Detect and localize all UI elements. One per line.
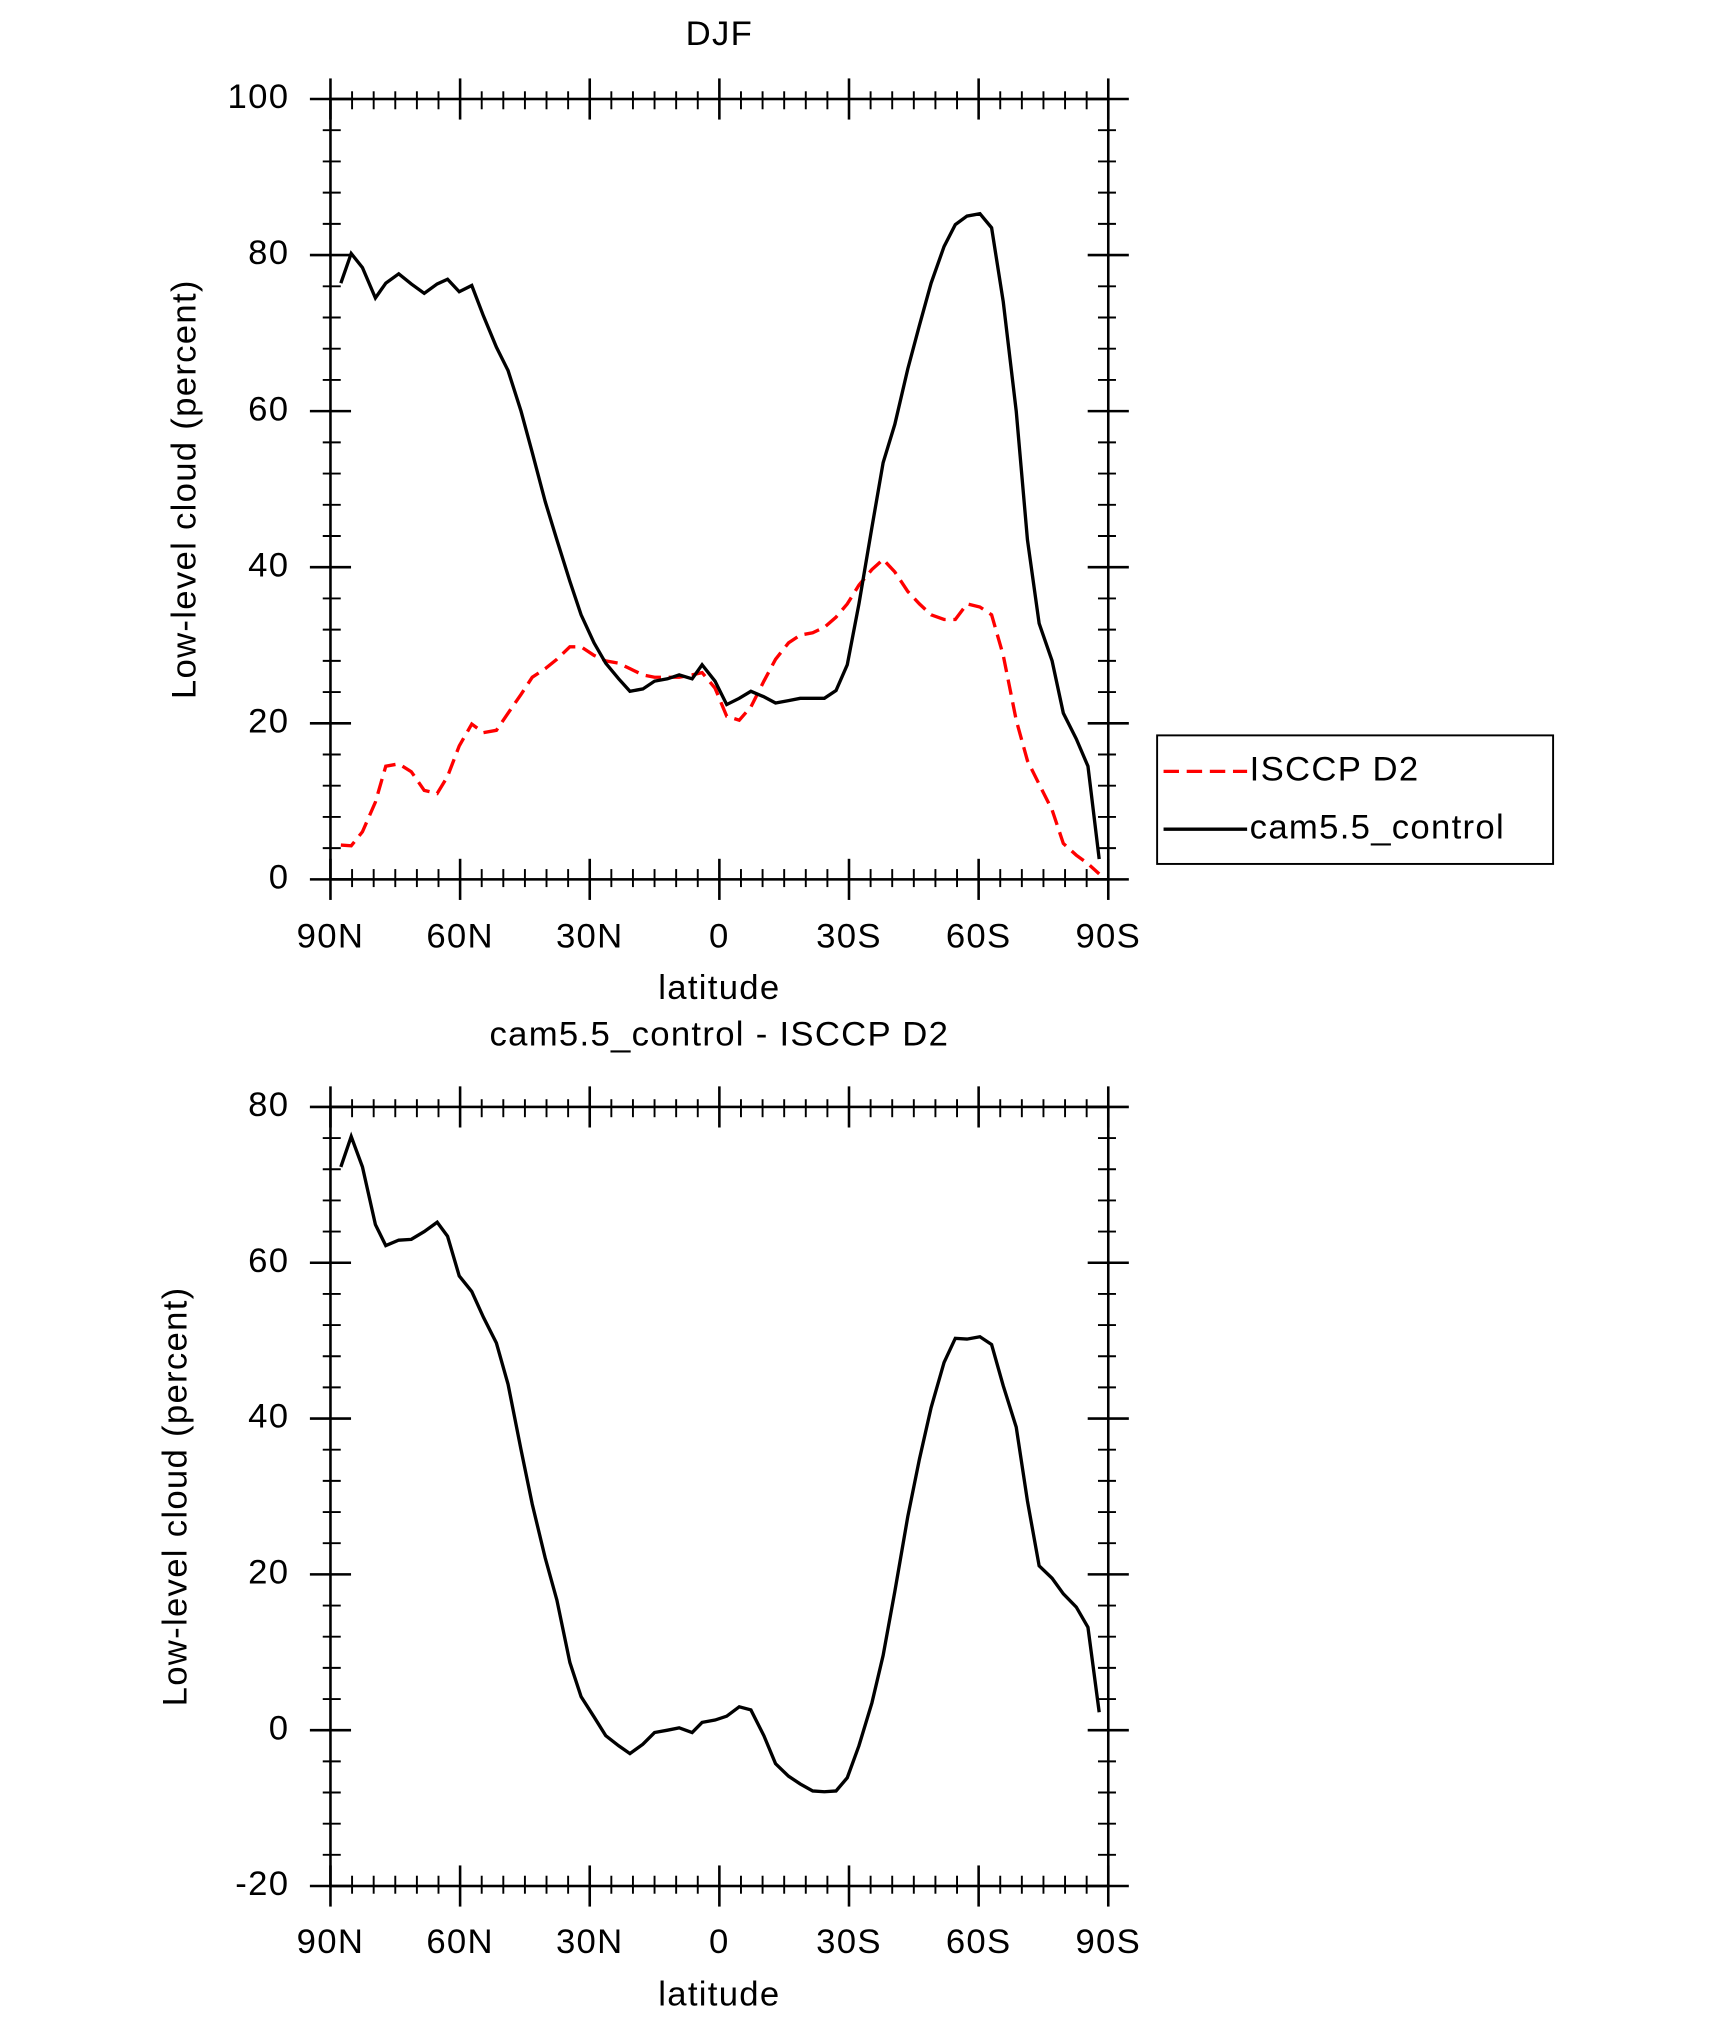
y-tick-label: 40: [248, 1398, 289, 1436]
y-tick-label: 100: [228, 78, 290, 116]
y-tick-label: 0: [269, 859, 290, 897]
chart-title: cam5.5_control - ISCCP D2: [490, 1015, 950, 1053]
y-tick-label: 80: [248, 1086, 289, 1124]
x-tick-label: 90N: [297, 918, 365, 956]
y-tick-label: 0: [269, 1709, 290, 1747]
y-tick-label: 40: [248, 546, 289, 584]
x-tick-label: 30S: [816, 1923, 882, 1961]
data-line: [340, 557, 1101, 876]
data-line: [339, 1131, 1101, 1794]
chart-title: DJF: [686, 15, 753, 53]
x-tick-label: 0: [709, 918, 730, 956]
plot-frame: [329, 1105, 1110, 1888]
legend-label: cam5.5_control: [1250, 808, 1505, 846]
x-tick-label: 60S: [946, 1923, 1012, 1961]
y-tick-label: 20: [248, 1554, 289, 1592]
x-tick-label: 0: [709, 1923, 730, 1961]
y-axis-label: Low-level cloud (percent): [157, 1287, 195, 1707]
x-tick-label: 90S: [1075, 1923, 1141, 1961]
x-tick-label: 60N: [426, 1923, 494, 1961]
x-axis-label: latitude: [658, 1976, 780, 2014]
x-tick-label: 30S: [816, 918, 882, 956]
y-tick-label: 80: [248, 234, 289, 272]
x-tick-label: 30N: [556, 918, 624, 956]
legend-box: [1156, 734, 1555, 865]
y-axis-label: Low-level cloud (percent): [166, 279, 204, 699]
x-tick-label: 60N: [426, 918, 494, 956]
x-tick-label: 60S: [946, 918, 1012, 956]
x-tick-label: 90N: [297, 1923, 365, 1961]
y-tick-label: -20: [235, 1865, 289, 1903]
x-axis-label: latitude: [658, 969, 780, 1007]
y-tick-label: 60: [248, 1242, 289, 1280]
x-tick-label: 90S: [1075, 918, 1141, 956]
x-tick-label: 30N: [556, 1923, 624, 1961]
y-tick-label: 20: [248, 702, 289, 740]
plot-frame: [329, 97, 1110, 881]
data-line: [339, 211, 1101, 860]
legend-label: ISCCP D2: [1250, 751, 1420, 789]
y-tick-label: 60: [248, 390, 289, 428]
